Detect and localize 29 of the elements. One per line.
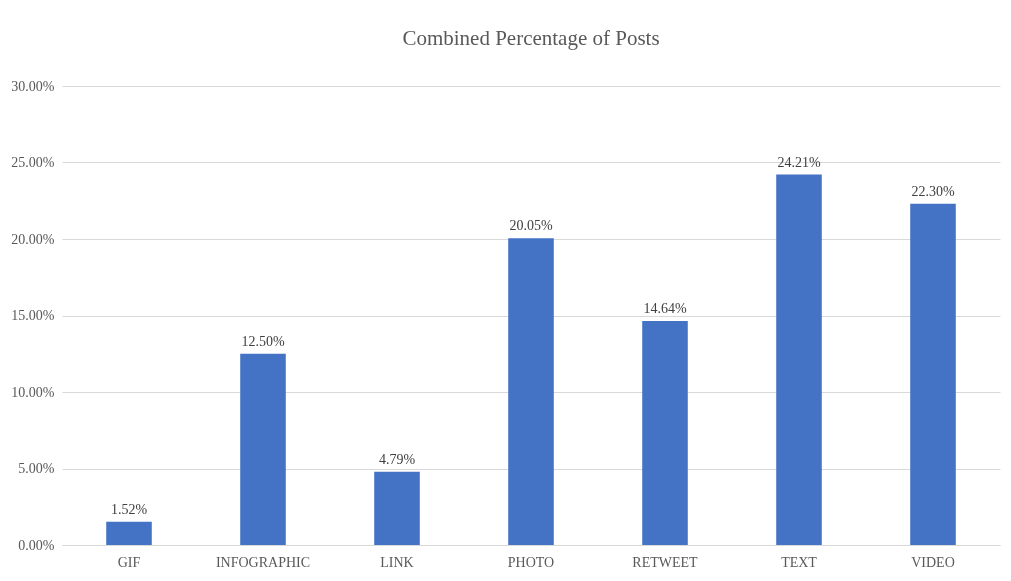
x-tick-label: GIF bbox=[117, 554, 141, 570]
y-tick-label: 10.00% bbox=[11, 384, 55, 400]
chart-title: Combined Percentage of Posts bbox=[402, 26, 660, 50]
x-tick-label: INFOGRAPHIC bbox=[215, 554, 311, 570]
y-tick-label: 25.00% bbox=[11, 155, 55, 170]
data-label: 24.21% bbox=[777, 154, 821, 170]
x-tick-label: PHOTO bbox=[507, 554, 555, 570]
bar bbox=[642, 321, 688, 545]
y-tick-label: 20.00% bbox=[11, 231, 55, 247]
x-tick-label: TEXT bbox=[781, 554, 818, 570]
bar bbox=[374, 471, 420, 545]
data-label: 22.30% bbox=[911, 183, 955, 199]
y-tick-label: 0.00% bbox=[18, 537, 55, 553]
data-label: 1.52% bbox=[110, 501, 148, 517]
x-tick-label: LINK bbox=[380, 554, 414, 570]
data-label: 20.05% bbox=[509, 218, 553, 234]
y-tick-label: 15.00% bbox=[11, 308, 55, 323]
x-tick-label: VIDEO bbox=[911, 554, 955, 570]
bar bbox=[240, 353, 286, 545]
bar bbox=[776, 174, 822, 545]
bar bbox=[106, 521, 152, 545]
data-label: 14.64% bbox=[643, 301, 687, 317]
y-tick-label: 5.00% bbox=[18, 461, 55, 476]
x-tick-label: RETWEET bbox=[632, 554, 699, 570]
data-label: 4.79% bbox=[378, 451, 416, 467]
bar bbox=[508, 238, 554, 545]
bar bbox=[910, 203, 956, 545]
y-tick-label: 30.00% bbox=[11, 78, 55, 94]
data-label: 12.50% bbox=[241, 333, 285, 349]
